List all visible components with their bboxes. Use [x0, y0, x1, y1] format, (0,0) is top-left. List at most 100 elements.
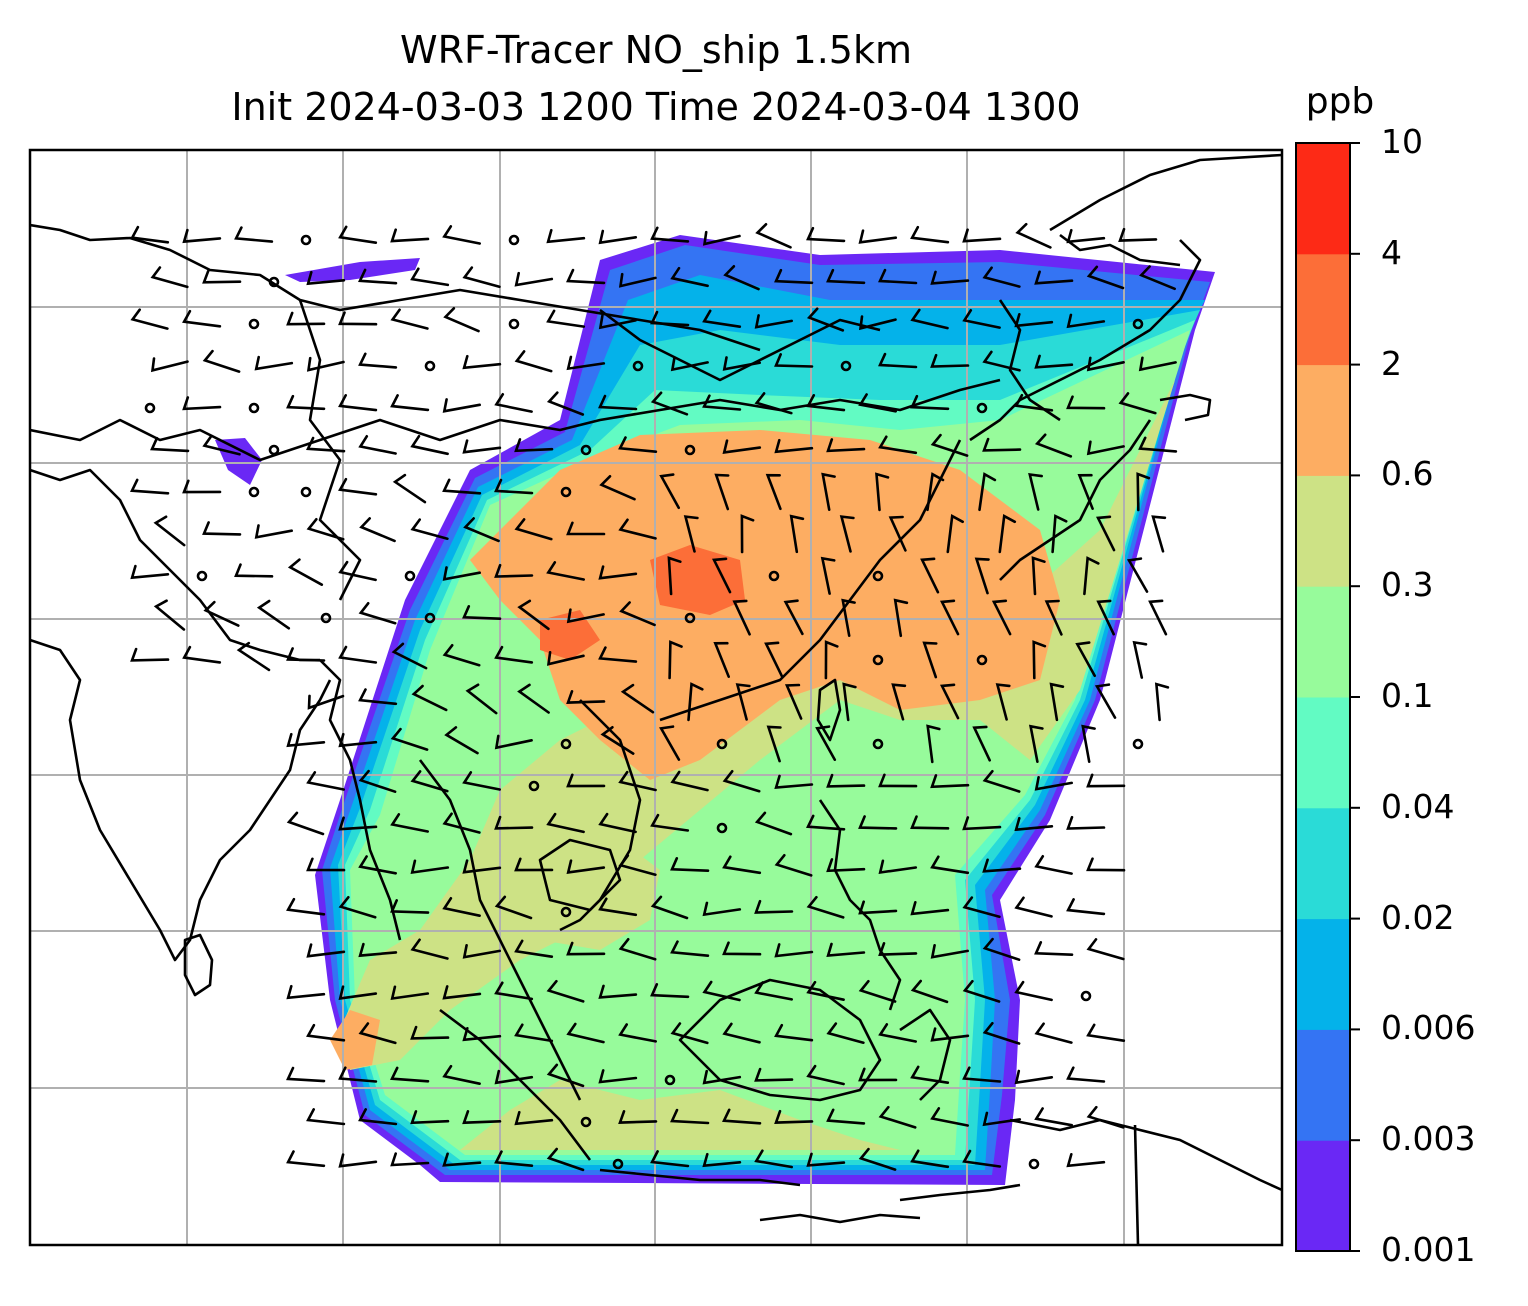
wind-barb — [668, 640, 683, 680]
wind-barb — [1086, 356, 1125, 372]
calm-wind-marker — [528, 780, 540, 792]
wind-barb — [566, 859, 606, 874]
wind-barb — [946, 514, 964, 554]
wind-barb — [494, 981, 534, 1001]
lesser-sunda — [759, 1213, 921, 1224]
wind-barb — [390, 228, 430, 243]
wind-barb — [702, 230, 741, 246]
calm-wind-marker — [976, 654, 988, 666]
wind-barb — [566, 608, 605, 624]
wind-barb — [338, 311, 378, 326]
wind-barb — [306, 1108, 346, 1126]
wind-barb — [182, 228, 222, 244]
plot-title-line2: Init 2024-03-03 1200 Time 2024-03-04 130… — [231, 85, 1081, 129]
wind-barb — [410, 518, 449, 540]
wind-barb — [962, 1066, 1002, 1083]
wind-barb — [462, 266, 501, 289]
wind-barb — [338, 1153, 378, 1168]
wind-barb — [650, 895, 689, 920]
calm-wind-marker — [580, 444, 592, 456]
wind-barb — [962, 979, 1001, 1003]
wind-barb — [878, 435, 918, 455]
wind-barb — [618, 938, 657, 961]
wind-barb — [722, 1108, 762, 1125]
wind-barb — [991, 599, 1012, 636]
wind-barb — [910, 225, 950, 244]
wind-barb — [410, 859, 450, 875]
wind-barb — [1034, 270, 1074, 285]
wind-barb — [875, 472, 890, 512]
wind-barb — [390, 727, 429, 751]
wind-barb — [442, 478, 482, 495]
korea-japan — [969, 239, 1202, 442]
wind-barb — [670, 940, 710, 957]
wind-barb — [358, 435, 397, 455]
wind-barb — [683, 515, 699, 553]
colorbar-tick-label: 0.006 — [1381, 1008, 1476, 1048]
wind-barb — [1066, 898, 1106, 916]
wind-barb — [202, 349, 241, 373]
colorbar-segment — [1296, 475, 1350, 587]
wind-barb — [650, 1150, 690, 1168]
wind-barb — [1066, 228, 1106, 244]
wind-barb — [650, 391, 689, 416]
wind-barb — [1138, 356, 1177, 372]
wind-barb — [494, 815, 534, 830]
wind-barb — [620, 683, 655, 714]
wind-barb — [1132, 640, 1148, 679]
wind-barb — [1094, 683, 1117, 719]
calm-wind-marker — [1080, 990, 1092, 1002]
wind-barb — [670, 1108, 710, 1125]
wind-barb — [462, 1027, 502, 1042]
wind-barb — [463, 517, 500, 543]
calm-wind-marker — [768, 570, 780, 582]
wind-barb — [1066, 1153, 1106, 1168]
wind-barb — [1031, 556, 1046, 596]
calm-wind-marker — [248, 318, 260, 330]
colorbar-tick-label: 0.6 — [1381, 454, 1434, 494]
wind-barb — [878, 773, 918, 788]
wind-barb — [182, 396, 222, 411]
wind-barb — [410, 1110, 450, 1125]
wind-barb — [307, 694, 345, 710]
wind-barb — [815, 725, 837, 761]
wind-barb — [893, 598, 909, 638]
colorbar-segment — [1296, 364, 1350, 476]
wind-barb — [878, 942, 918, 956]
wind-barb — [442, 644, 481, 667]
calm-wind-marker — [716, 738, 728, 750]
wind-barb — [910, 308, 949, 330]
wind-barb — [962, 1149, 1002, 1168]
wind-barb — [598, 646, 638, 663]
wind-barb — [995, 683, 1011, 721]
calm-wind-marker — [1132, 738, 1144, 750]
wind-barb — [546, 1063, 585, 1088]
wind-barb — [764, 641, 784, 678]
wind-barb — [842, 682, 857, 722]
wind-barb — [982, 769, 1021, 793]
wind-barb — [722, 855, 762, 875]
calm-wind-marker — [560, 906, 572, 918]
wind-barb — [150, 266, 189, 289]
java — [599, 1168, 801, 1187]
wind-barb — [962, 228, 1002, 243]
wind-barb — [910, 1065, 950, 1084]
wind-barb — [514, 518, 553, 541]
wind-barb — [972, 725, 991, 762]
wind-barb — [390, 985, 430, 1001]
indochina — [418, 759, 582, 1101]
colorbar-unit-label: ppb — [1305, 81, 1375, 122]
wind-barb — [150, 436, 190, 453]
wind-barb — [410, 1025, 450, 1040]
wind-barb — [687, 682, 704, 722]
wind-barb — [598, 812, 637, 834]
wind-barb — [358, 1108, 398, 1126]
new-guinea — [1009, 1118, 1282, 1192]
gridlines — [30, 150, 1282, 1245]
tracer-band-2 — [650, 545, 745, 615]
calm-wind-marker — [424, 612, 436, 624]
wind-barb — [755, 223, 792, 249]
wind-barb — [722, 941, 762, 956]
wind-barb — [130, 308, 169, 330]
india-border — [30, 468, 320, 662]
